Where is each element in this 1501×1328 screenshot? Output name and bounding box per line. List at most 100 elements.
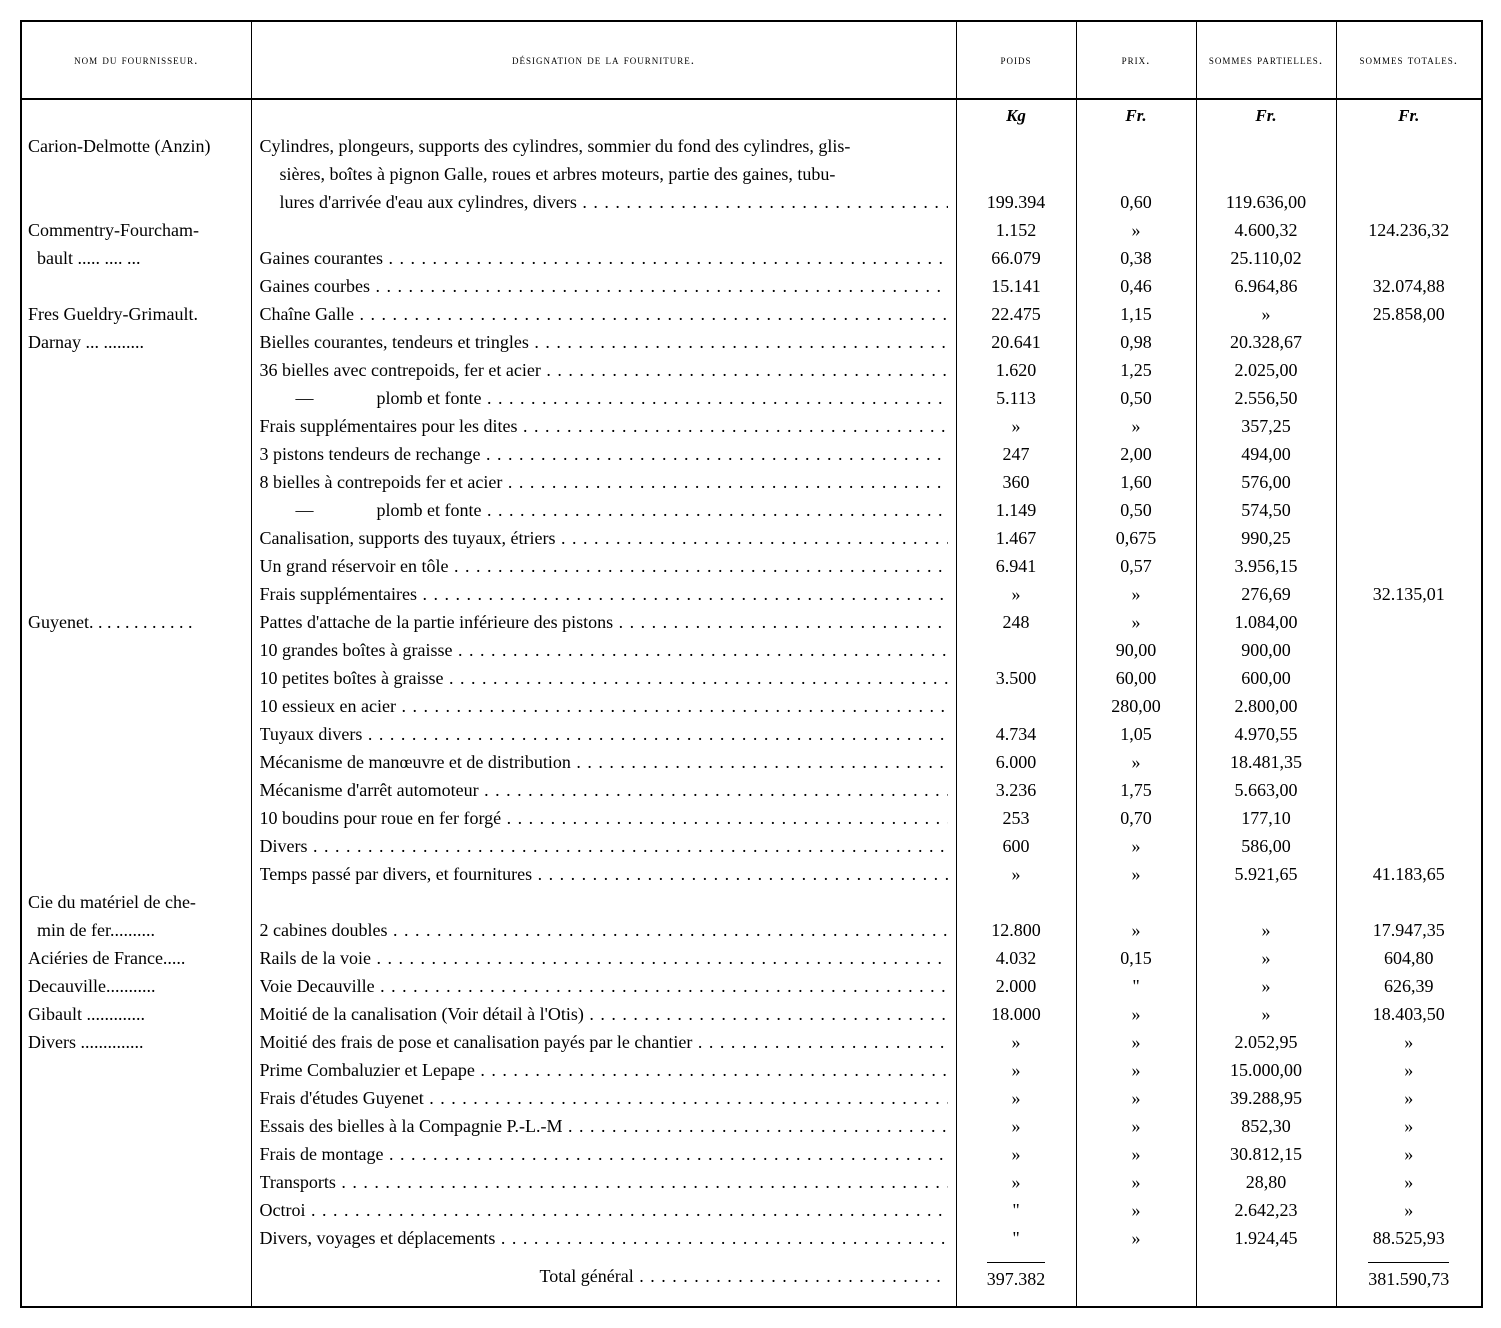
cell-poids: 5.113 bbox=[956, 384, 1076, 412]
cell-somme-partielle: 852,30 bbox=[1196, 1112, 1336, 1140]
cell-poids: » bbox=[956, 1112, 1076, 1140]
cell-designation: 3 pistons tendeurs de rechange bbox=[251, 440, 956, 468]
cell-designation: Temps passé par divers, et fournitures bbox=[251, 860, 956, 888]
hdr-designation: désignation de la fourniture. bbox=[251, 21, 956, 99]
cell-fournisseur bbox=[21, 552, 251, 580]
cell-designation: 36 bielles avec contrepoids, fer et acie… bbox=[251, 356, 956, 384]
table-row: sières, boîtes à pignon Galle, roues et … bbox=[21, 160, 1482, 188]
cell-fournisseur: Commentry-Fourcham- bbox=[21, 216, 251, 244]
cell-designation: Rails de la voie bbox=[251, 944, 956, 972]
cell-fournisseur: Cie du matériel de che- bbox=[21, 888, 251, 916]
cell-somme-partielle: 3.956,15 bbox=[1196, 552, 1336, 580]
table-row: Darnay ... .........Bielles courantes, t… bbox=[21, 328, 1482, 356]
cell-somme-partielle: » bbox=[1196, 972, 1336, 1000]
cell-poids: 1.467 bbox=[956, 524, 1076, 552]
cell-somme-partielle: 1.084,00 bbox=[1196, 608, 1336, 636]
cell-somme-partielle: 25.110,02 bbox=[1196, 244, 1336, 272]
cell-somme-totale: » bbox=[1336, 1196, 1482, 1224]
cell-somme-totale: » bbox=[1336, 1028, 1482, 1056]
table-row: Divers ..............Moitié des frais de… bbox=[21, 1028, 1482, 1056]
cell-fournisseur bbox=[21, 664, 251, 692]
hdr-fournisseur: nom du fournisseur. bbox=[21, 21, 251, 99]
cell-somme-totale: 604,80 bbox=[1336, 944, 1482, 972]
cell-somme-partielle: 2.642,23 bbox=[1196, 1196, 1336, 1224]
hdr-poids: poids bbox=[956, 21, 1076, 99]
cell-somme-totale: 32.074,88 bbox=[1336, 272, 1482, 300]
cell-poids: 4.032 bbox=[956, 944, 1076, 972]
cell-poids: 6.941 bbox=[956, 552, 1076, 580]
total-poids: 397.382 bbox=[956, 1262, 1076, 1293]
cell-somme-totale bbox=[1336, 440, 1482, 468]
cell-designation: 10 boudins pour roue en fer forgé bbox=[251, 804, 956, 832]
cell-fournisseur bbox=[21, 636, 251, 664]
cell-somme-partielle bbox=[1196, 132, 1336, 160]
cell-designation: — plomb et fonte bbox=[251, 496, 956, 524]
cell-poids: 253 bbox=[956, 804, 1076, 832]
cell-prix: 0,98 bbox=[1076, 328, 1196, 356]
table-row: Octroi"»2.642,23» bbox=[21, 1196, 1482, 1224]
cell-somme-partielle: 39.288,95 bbox=[1196, 1084, 1336, 1112]
cell-poids: 15.141 bbox=[956, 272, 1076, 300]
table-row: 10 petites boîtes à graisse3.50060,00600… bbox=[21, 664, 1482, 692]
cell-prix: » bbox=[1076, 1000, 1196, 1028]
cell-designation: 10 petites boîtes à graisse bbox=[251, 664, 956, 692]
units-row: Kg Fr. Fr. Fr. bbox=[21, 99, 1482, 132]
total-row: Total général397.382381.590,73 bbox=[21, 1262, 1482, 1293]
table-row: — plomb et fonte5.1130,502.556,50 bbox=[21, 384, 1482, 412]
cell-prix: » bbox=[1076, 832, 1196, 860]
table-row: Commentry-Fourcham-1.152»4.600,32124.236… bbox=[21, 216, 1482, 244]
cell-prix: 1,60 bbox=[1076, 468, 1196, 496]
cell-fournisseur bbox=[21, 804, 251, 832]
cell-poids bbox=[956, 888, 1076, 916]
cell-designation: Frais de montage bbox=[251, 1140, 956, 1168]
cell-somme-partielle: 5.921,65 bbox=[1196, 860, 1336, 888]
cell-poids: 600 bbox=[956, 832, 1076, 860]
cell-fournisseur bbox=[21, 692, 251, 720]
cell-somme-partielle bbox=[1196, 160, 1336, 188]
cell-poids: 4.734 bbox=[956, 720, 1076, 748]
cell-poids: 360 bbox=[956, 468, 1076, 496]
cell-somme-totale bbox=[1336, 496, 1482, 524]
cell-somme-totale bbox=[1336, 720, 1482, 748]
cell-prix: » bbox=[1076, 860, 1196, 888]
cell-designation: Un grand réservoir en tôle bbox=[251, 552, 956, 580]
cell-poids: » bbox=[956, 1140, 1076, 1168]
cell-somme-totale: » bbox=[1336, 1084, 1482, 1112]
cell-somme-partielle: 586,00 bbox=[1196, 832, 1336, 860]
cell-somme-partielle: 2.025,00 bbox=[1196, 356, 1336, 384]
cell-fournisseur: Guyenet. . . . . . . . . . . . bbox=[21, 608, 251, 636]
cell-designation: Bielles courantes, tendeurs et tringles bbox=[251, 328, 956, 356]
table-row: 10 grandes boîtes à graisse90,00900,00 bbox=[21, 636, 1482, 664]
cell-poids: » bbox=[956, 1168, 1076, 1196]
cell-somme-totale bbox=[1336, 356, 1482, 384]
cell-prix: » bbox=[1076, 580, 1196, 608]
cell-somme-totale: 17.947,35 bbox=[1336, 916, 1482, 944]
cell-poids: 66.079 bbox=[956, 244, 1076, 272]
cell-poids: " bbox=[956, 1224, 1076, 1252]
cell-poids: 247 bbox=[956, 440, 1076, 468]
table-row: Fres Gueldry-Grimault.Chaîne Galle22.475… bbox=[21, 300, 1482, 328]
cell-prix: » bbox=[1076, 1196, 1196, 1224]
cell-designation: Divers, voyages et déplacements bbox=[251, 1224, 956, 1252]
cell-somme-totale bbox=[1336, 244, 1482, 272]
supplies-table: nom du fournisseur. désignation de la fo… bbox=[20, 20, 1483, 1308]
table-row: Aciéries de France.....Rails de la voie4… bbox=[21, 944, 1482, 972]
cell-poids: 3.236 bbox=[956, 776, 1076, 804]
cell-designation: Chaîne Galle bbox=[251, 300, 956, 328]
cell-somme-totale bbox=[1336, 384, 1482, 412]
cell-designation: Cylindres, plongeurs, supports des cylin… bbox=[251, 132, 956, 160]
cell-prix: 280,00 bbox=[1076, 692, 1196, 720]
cell-designation: 10 grandes boîtes à graisse bbox=[251, 636, 956, 664]
cell-somme-partielle: 5.663,00 bbox=[1196, 776, 1336, 804]
cell-fournisseur bbox=[21, 188, 251, 216]
cell-fournisseur bbox=[21, 832, 251, 860]
cell-somme-totale bbox=[1336, 692, 1482, 720]
cell-designation: lures d'arrivée d'eau aux cylindres, div… bbox=[251, 188, 956, 216]
table-row: Decauville...........Voie Decauville2.00… bbox=[21, 972, 1482, 1000]
cell-somme-partielle: 574,50 bbox=[1196, 496, 1336, 524]
cell-somme-partielle: 177,10 bbox=[1196, 804, 1336, 832]
cell-somme-totale: 41.183,65 bbox=[1336, 860, 1482, 888]
cell-prix: 0,675 bbox=[1076, 524, 1196, 552]
cell-poids bbox=[956, 160, 1076, 188]
cell-somme-partielle: 18.481,35 bbox=[1196, 748, 1336, 776]
